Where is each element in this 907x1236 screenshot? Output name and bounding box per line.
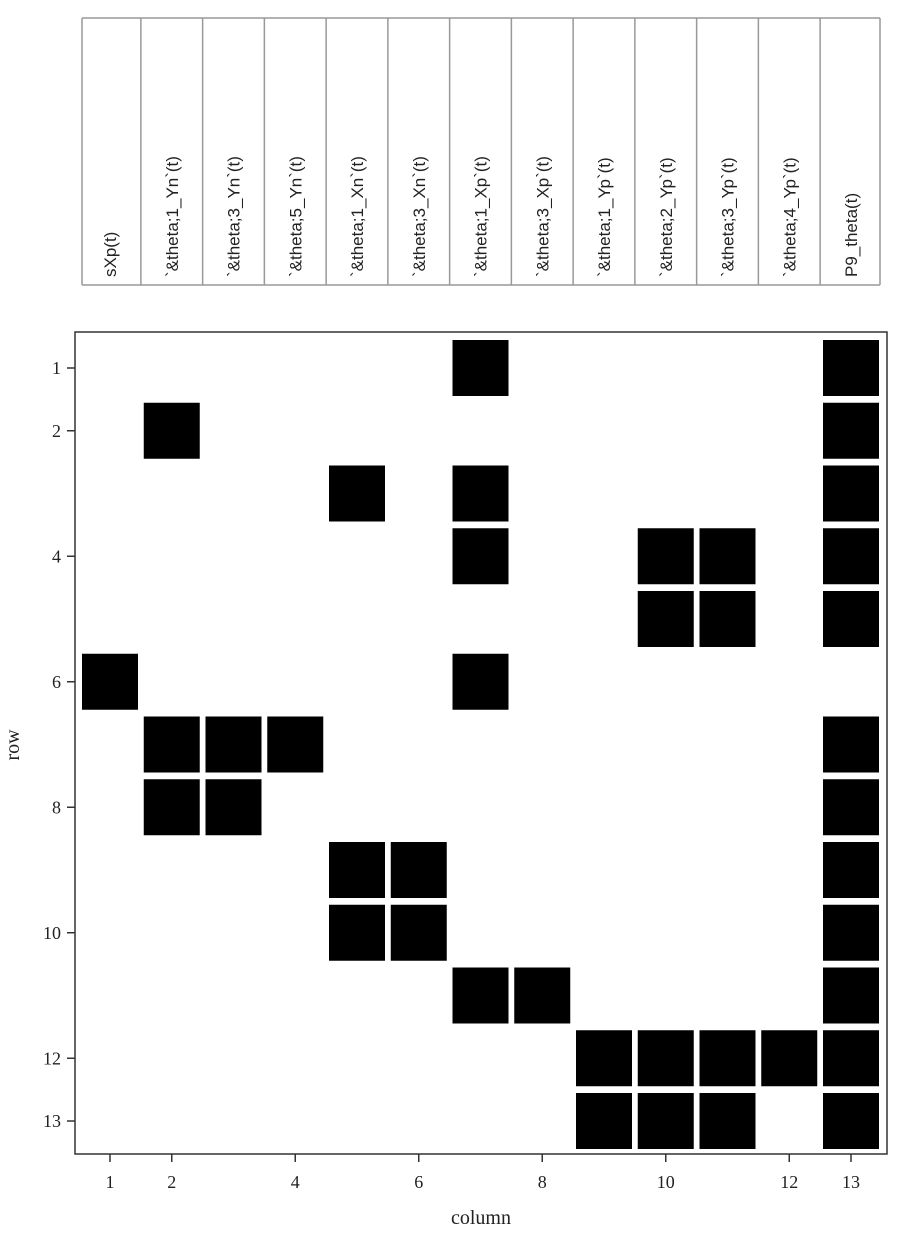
heatmap-cell xyxy=(452,967,509,1024)
heatmap-cell xyxy=(452,653,509,710)
heatmap-cell xyxy=(452,465,509,522)
heatmap-cell xyxy=(823,465,879,522)
y-tick-label: 6 xyxy=(52,672,61,692)
x-tick-label: 6 xyxy=(414,1172,423,1192)
y-tick-label: 10 xyxy=(43,923,61,943)
x-axis-label: column xyxy=(451,1207,511,1229)
heatmap-cell xyxy=(823,842,879,898)
heatmap-cell xyxy=(390,904,447,961)
column-header-label: `&theta;2_Yp`(t) xyxy=(657,157,676,277)
x-tick-label: 10 xyxy=(657,1172,675,1192)
y-tick-label: 2 xyxy=(52,421,61,441)
heatmap-cell xyxy=(205,779,262,836)
heatmap-cell xyxy=(82,653,138,710)
x-tick-label: 4 xyxy=(291,1172,300,1192)
heatmap-cell xyxy=(761,1030,818,1087)
column-header-row: sXp(t) `&theta;1_Yn`(t) `&theta;3_Yn`(t) `&… xyxy=(81,17,881,286)
y-tick-label: 13 xyxy=(43,1111,61,1131)
column-header-label: `&theta;1_Xp`(t) xyxy=(472,156,491,277)
heatmap-cell xyxy=(823,904,879,961)
heatmap-cell xyxy=(637,591,694,647)
heatmap-cell xyxy=(823,591,879,647)
heatmap-cell xyxy=(514,967,571,1024)
heatmap-cell xyxy=(637,1030,694,1087)
heatmap-cell xyxy=(329,904,385,961)
y-axis-label: row xyxy=(2,729,24,761)
heatmap-cell xyxy=(699,1030,756,1087)
column-header-label: `&theta;3_Xn`(t) xyxy=(410,156,429,277)
heatmap-cell xyxy=(329,465,385,522)
heatmap-cell xyxy=(576,1093,632,1149)
heatmap-cell xyxy=(823,967,879,1024)
x-tick-label: 2 xyxy=(167,1172,176,1192)
column-header-label: P9_theta(t) xyxy=(842,193,861,277)
heatmap-cell xyxy=(637,1093,694,1149)
heatmap-cell xyxy=(823,716,879,773)
column-header-label: `&theta;4_Yp`(t) xyxy=(780,157,799,277)
heatmap-cell xyxy=(576,1030,632,1087)
heatmap-cell xyxy=(823,528,879,585)
heatmap-cell xyxy=(699,591,756,647)
column-header-label: `&theta;3_Yn`(t) xyxy=(225,156,244,277)
heatmap-cell xyxy=(143,402,200,459)
heatmap-cell xyxy=(452,528,509,585)
heatmap-cell xyxy=(823,1093,879,1149)
column-header-label: `&theta;3_Yp`(t) xyxy=(719,157,738,277)
heatmap-cell xyxy=(699,1093,756,1149)
heatmap-cell xyxy=(205,716,262,773)
heatmap-cell xyxy=(143,779,200,836)
heatmap-cell xyxy=(823,1030,879,1087)
heatmap-cell xyxy=(452,340,509,396)
heatmap-cell xyxy=(823,779,879,836)
heatmap-cell xyxy=(143,716,200,773)
heatmap-cell xyxy=(823,340,879,396)
heatmap-cell xyxy=(267,716,324,773)
y-tick-label: 12 xyxy=(43,1048,61,1068)
column-header-label: `&theta;1_Yp`(t) xyxy=(595,157,614,277)
heatmap-cell xyxy=(823,402,879,459)
x-tick-label: 12 xyxy=(780,1172,798,1192)
y-tick-label: 1 xyxy=(52,358,61,378)
x-tick-label: 8 xyxy=(538,1172,547,1192)
x-tick-label: 13 xyxy=(842,1172,860,1192)
y-tick-label: 4 xyxy=(52,546,61,566)
column-header-label: sXp(t) xyxy=(101,232,120,277)
x-tick-label: 1 xyxy=(106,1172,115,1192)
column-header-label: `&theta;3_Xp`(t) xyxy=(533,156,552,277)
y-tick-label: 8 xyxy=(52,797,61,817)
heatmap-cell xyxy=(699,528,756,585)
column-header-label: `&theta;5_Yn`(t) xyxy=(286,156,305,277)
heatmap-cell xyxy=(390,842,447,898)
column-header-label: `&theta;1_Yn`(t) xyxy=(163,156,182,277)
heatmap-cell xyxy=(329,842,385,898)
heatmap-cell xyxy=(637,528,694,585)
column-header-label: `&theta;1_Xn`(t) xyxy=(348,156,367,277)
cell-layer xyxy=(82,340,879,1149)
